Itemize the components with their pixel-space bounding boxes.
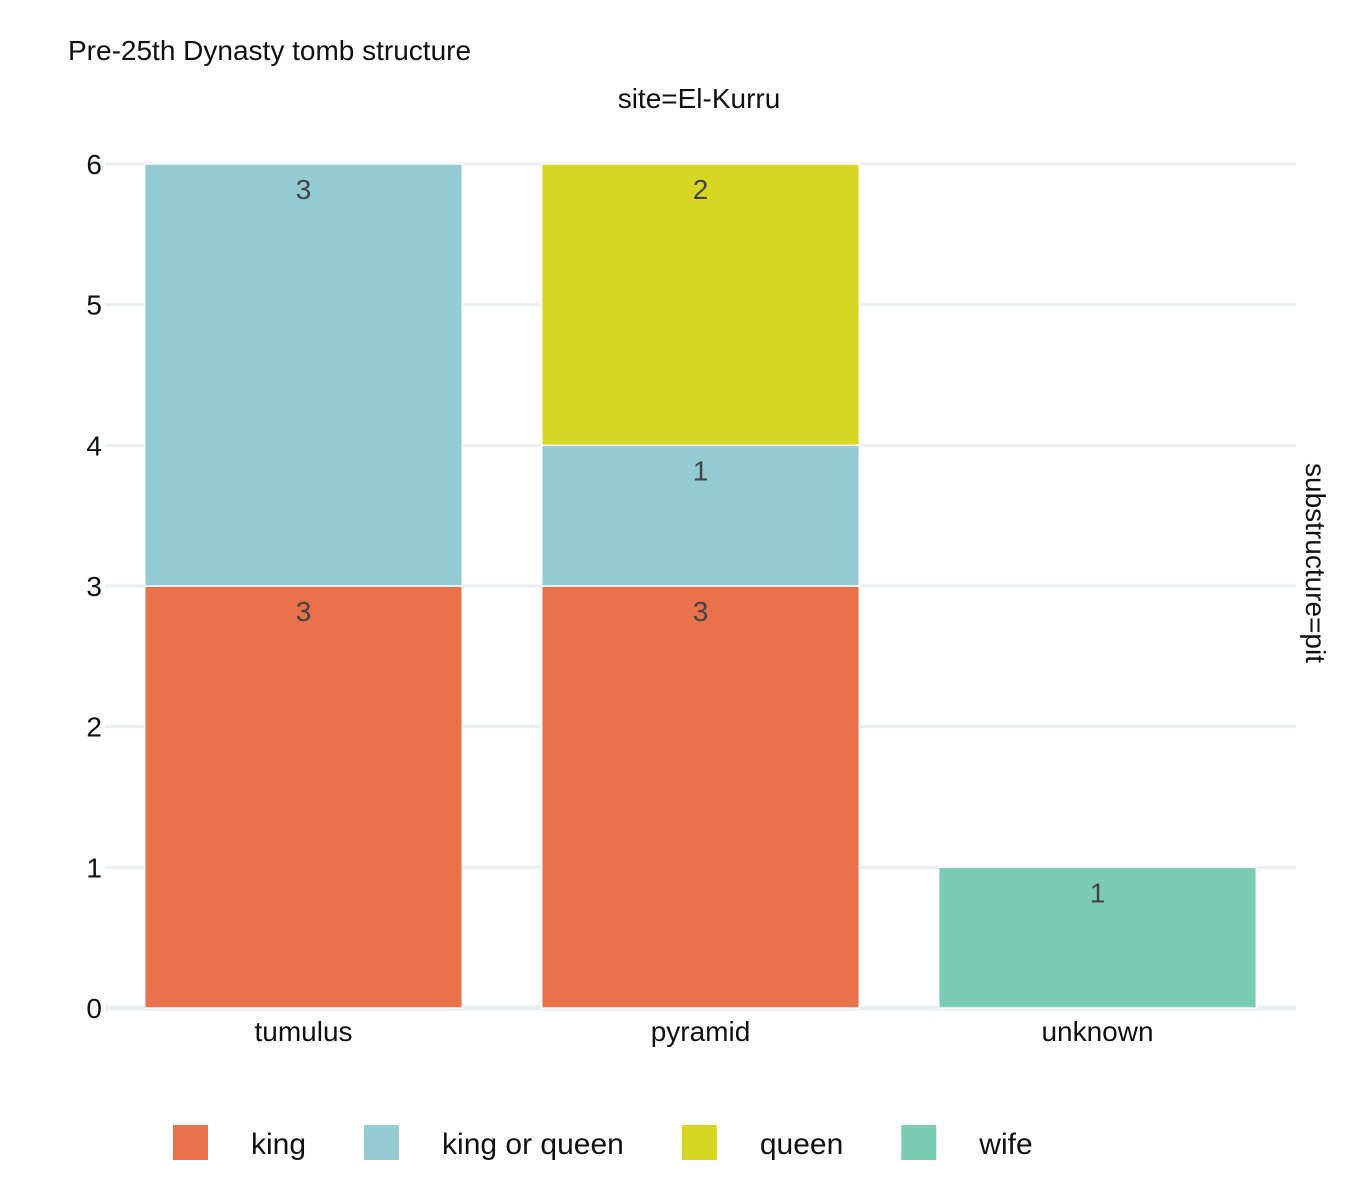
x-tick-label: unknown [1041, 1016, 1153, 1047]
y-tick-label: 0 [86, 993, 102, 1024]
legend-item[interactable]: king [173, 1125, 306, 1161]
x-tick-label: tumulus [254, 1016, 352, 1047]
y-tick-label: 1 [86, 852, 102, 883]
legend-swatch [364, 1125, 400, 1160]
y-tick-label: 4 [86, 430, 102, 461]
legend-item[interactable]: queen [681, 1125, 843, 1161]
data-labels: 3 3 3 1 2 1 [296, 174, 1106, 908]
bar-value-label: 2 [693, 174, 709, 205]
legend-item[interactable]: king or queen [364, 1125, 624, 1161]
legend-label: queen [760, 1128, 843, 1161]
y-tick-label: 3 [86, 571, 102, 602]
y-tick-label: 6 [86, 149, 102, 180]
legend-label: wife [978, 1128, 1032, 1161]
bar-value-label: 3 [693, 596, 709, 627]
bar-value-label: 1 [1090, 877, 1106, 908]
chart-title: Pre-25th Dynasty tomb structure [68, 35, 471, 66]
legend-swatch [681, 1125, 717, 1160]
bar-value-label: 3 [296, 174, 312, 205]
bar-segment[interactable] [143, 163, 464, 587]
bar-segment[interactable] [540, 585, 861, 1009]
legend-label: king [251, 1128, 306, 1161]
axes: 0 1 2 3 4 5 6 tumulus pyramid unknown [86, 149, 1153, 1047]
bar-segment[interactable] [540, 444, 861, 587]
legend-swatch [901, 1125, 937, 1160]
x-tick-label: pyramid [651, 1016, 751, 1047]
bar-value-label: 1 [693, 455, 709, 486]
y-tick-label: 2 [86, 712, 102, 743]
bar-segment[interactable] [143, 585, 464, 1009]
legend-label: king or queen [442, 1128, 624, 1161]
y-tick-label: 5 [86, 290, 102, 321]
legend-item[interactable]: wife [901, 1125, 1033, 1161]
facet-column-label: site=El-Kurru [618, 83, 781, 114]
facet-row-label: substructure=pit [1300, 463, 1331, 663]
bar-segment[interactable] [937, 866, 1258, 1009]
bars [143, 163, 1258, 1009]
bar-segment[interactable] [540, 163, 861, 447]
legend-swatch [173, 1125, 208, 1160]
bar-value-label: 3 [296, 596, 312, 627]
legend: king king or queen queen wife [173, 1125, 1033, 1161]
